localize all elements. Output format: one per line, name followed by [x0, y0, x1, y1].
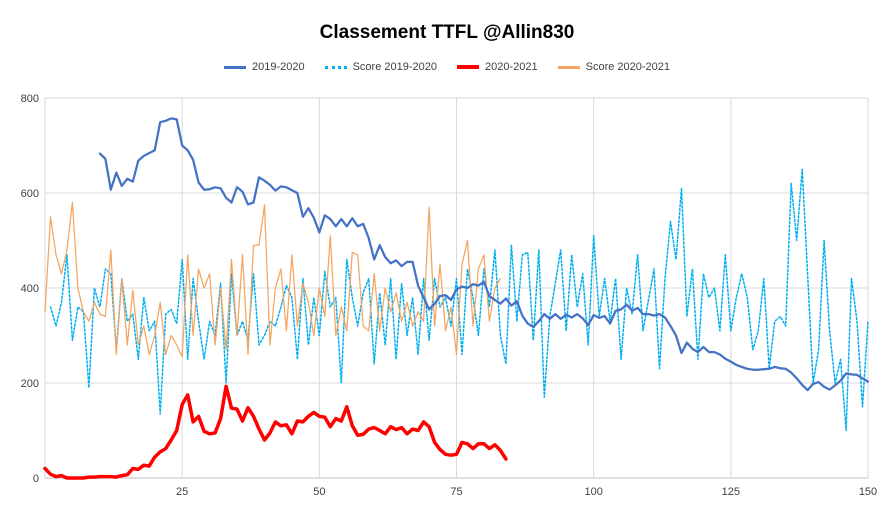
series-line-2019-2020	[98, 117, 870, 392]
legend-label-score-2020-2021: Score 2020-2021	[585, 61, 671, 73]
y-tick-label-400: 400	[21, 283, 39, 295]
legend-swatch-score-2020-2021	[557, 65, 580, 69]
y-tick-label-0: 0	[33, 473, 39, 485]
series-line-score-2020-2021	[44, 201, 502, 358]
legend-label-2020-2021: 2020-2021	[485, 61, 538, 73]
legend-label-score-2019-2020: Score 2019-2020	[352, 61, 437, 73]
chart-title: Classement TTFL @Allin830	[319, 22, 575, 43]
y-tick-label-600: 600	[21, 188, 39, 200]
x-tick-label-100: 100	[584, 486, 602, 498]
legend-label-2019-2020: 2019-2020	[251, 61, 305, 73]
series-line-2020-2021	[43, 384, 508, 480]
legend-swatch-2020-2021	[457, 65, 479, 69]
legend-item-score-2020-2021: Score 2020-2021	[557, 61, 671, 73]
x-tick-label-150: 150	[859, 486, 877, 498]
legend-item-score-2019-2020: Score 2019-2020	[324, 61, 437, 73]
legend-swatch-2019-2020	[223, 65, 246, 69]
y-tick-label-800: 800	[21, 93, 39, 105]
x-tick-label-75: 75	[450, 486, 462, 498]
x-tick-label-50: 50	[313, 486, 325, 498]
x-tick-label-125: 125	[722, 486, 740, 498]
legend: 2019-2020 Score 2019-2020 2020-2021 Scor…	[0, 61, 894, 73]
legend-swatch-score-2019-2020	[324, 65, 347, 69]
x-tick-label-25: 25	[176, 486, 188, 498]
legend-item-2019-2020: 2019-2020	[223, 61, 305, 73]
legend-item-2020-2021: 2020-2021	[457, 61, 538, 73]
y-tick-label-200: 200	[21, 378, 39, 390]
